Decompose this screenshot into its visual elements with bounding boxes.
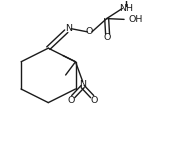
Text: O: O <box>91 96 98 105</box>
Text: O: O <box>104 33 111 42</box>
Text: OH: OH <box>129 15 143 24</box>
Text: O: O <box>86 27 93 36</box>
Text: NH: NH <box>119 4 133 13</box>
Text: O: O <box>67 96 75 105</box>
Text: N: N <box>79 80 86 89</box>
Text: N: N <box>66 24 72 33</box>
